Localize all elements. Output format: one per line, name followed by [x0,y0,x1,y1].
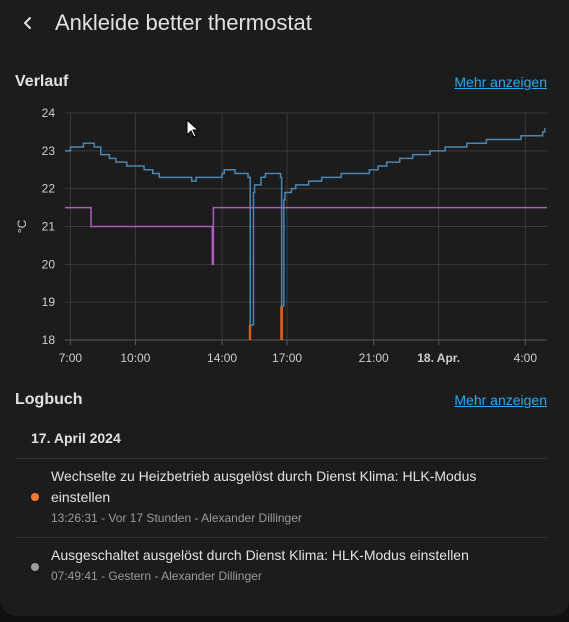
logbook-divider [15,458,547,459]
series-line [65,206,547,266]
entry-user[interactable]: Alexander Dillinger [201,511,302,525]
y-tick-label: 18 [42,333,56,347]
logbook-entry[interactable]: Ausgeschaltet ausgelöst durch Dienst Kli… [15,545,547,590]
meta-separator: - [101,511,109,525]
dialog-title: Ankleide better thermostat [55,10,312,35]
entry-time[interactable]: 07:49:41 [51,569,98,583]
entry-user[interactable]: Alexander Dillinger [161,569,262,583]
y-axis-label: °C [15,219,29,233]
logbook-entry[interactable]: Wechselte zu Heizbetrieb ausgelöst durch… [15,466,547,530]
series-line [65,128,546,326]
back-button[interactable] [14,9,42,37]
mouse-pointer-icon [186,119,200,138]
history-chart: 18 19 20 21 22 23 24 7:00 10:00 14:00 17:00 21:00 18… [15,106,547,365]
logbook-entry-message: Wechselte zu Heizbetrieb ausgelöst durch… [51,468,477,505]
logbook-divider [15,537,547,538]
x-tick-label: 21:00 [359,351,389,365]
logbook-section-title: Logbuch [15,391,83,408]
status-dot [31,563,39,571]
x-tick-label: 7:00 [59,351,83,365]
meta-separator: - [194,511,202,525]
status-dot [31,493,39,501]
dialog-header: Ankleide better thermostat [0,0,569,46]
logbook-more-link[interactable]: Mehr anzeigen [454,392,547,408]
history-section-title: Verlauf [15,73,69,90]
logbook-entry-message: Ausgeschaltet ausgelöst durch Dienst Kli… [51,547,469,563]
logbook-entry-meta: 13:26:31 - Vor 17 Stunden - Alexander Di… [51,511,302,525]
logbook-entry-meta: 07:49:41 - Gestern - Alexander Dillinger [51,569,262,583]
meta-separator: - [101,569,109,583]
history-more-link[interactable]: Mehr anzeigen [454,74,547,90]
entry-time[interactable]: 13:26:31 [51,511,98,525]
y-tick-label: 22 [42,182,56,196]
x-tick-label: 17:00 [272,351,302,365]
x-tick-label: 4:00 [514,351,538,365]
x-tick-label: 14:00 [207,351,237,365]
y-tick-label: 19 [42,295,56,309]
logbook-date-heading: 17. April 2024 [31,430,121,446]
arrow-left-icon [24,17,31,29]
entry-relative-time: Vor 17 Stunden [108,511,192,525]
y-tick-label: 23 [42,144,56,158]
entry-relative-time: Gestern [108,569,152,583]
x-tick-label: 10:00 [120,351,150,365]
x-tick-label: 18. Apr. [417,351,460,365]
y-tick-label: 21 [42,220,56,234]
y-tick-label: 24 [42,106,56,120]
y-tick-label: 20 [42,257,56,271]
meta-separator: - [154,569,162,583]
